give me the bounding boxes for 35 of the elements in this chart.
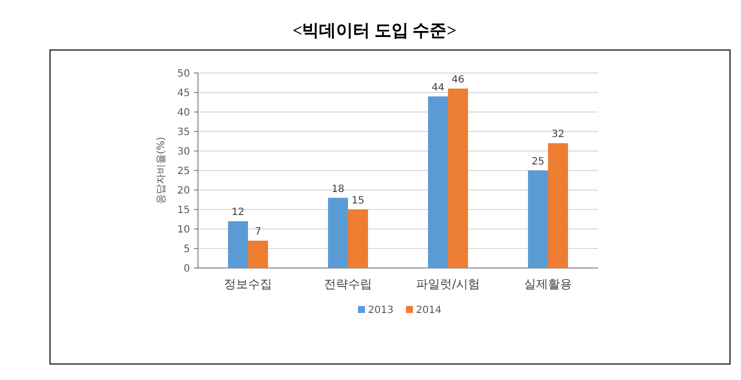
y-tick-label: 25 [177,166,190,177]
bar [348,210,368,268]
data-label: 44 [432,82,444,94]
data-label: 18 [332,184,344,195]
y-tick-label: 15 [177,205,190,216]
y-axis-title: 응답자비율(%) [156,136,167,204]
y-tick-label: 35 [177,127,190,138]
data-label: 7 [254,226,262,238]
legend-label: 2013 [368,305,394,316]
y-tick-label: 10 [177,224,190,236]
y-tick-label: 0 [184,264,190,274]
y-tick-label: 20 [177,186,190,196]
bar [228,221,248,268]
bar [548,143,568,268]
data-label: 25 [532,156,544,168]
data-label: 12 [232,207,244,218]
bar [448,88,468,268]
y-tick-label: 30 [177,146,190,158]
data-label: 46 [452,74,464,86]
x-tick-label: 정보수집 [224,277,272,291]
data-label: 32 [552,129,564,140]
bar [248,240,268,268]
data-label: 15 [352,196,364,206]
y-tick-label: 40 [177,108,190,118]
y-tick-label: 50 [177,68,190,80]
legend-label: 2014 [416,305,442,316]
y-tick-label: 5 [184,244,190,255]
x-tick-label: 파일럿/시험 [416,277,480,291]
bar [328,198,348,268]
bar [428,96,448,268]
bar [528,170,548,268]
x-tick-label: 실제활용 [524,277,572,291]
x-tick-label: 전략수립 [324,277,372,291]
chart-title: <빅데이터 도입 수준> [292,21,456,40]
y-tick-label: 45 [177,88,190,99]
